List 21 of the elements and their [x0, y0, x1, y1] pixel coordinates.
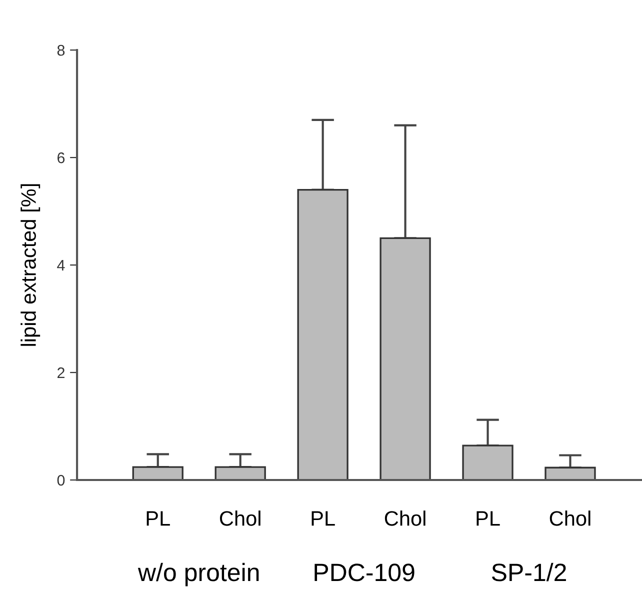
- x-tick-label: Chol: [384, 510, 426, 526]
- y-tick-label: 4: [57, 260, 65, 271]
- bar: [462, 444, 514, 480]
- y-tick-label: 0: [57, 474, 65, 486]
- x-tick-label: Chol: [550, 510, 590, 526]
- bar: [544, 466, 596, 480]
- y-tick-label: 8: [57, 44, 65, 56]
- bar: [132, 466, 184, 480]
- y-tick-label: 6: [58, 152, 65, 164]
- bar: [380, 237, 431, 480]
- bar: [297, 188, 348, 480]
- x-tick-label: Chol: [220, 510, 260, 526]
- text: w/o protein: [138, 562, 259, 586]
- x-tick-label: PL: [312, 511, 335, 526]
- y-tick-label: 2: [58, 367, 64, 378]
- bar: [214, 466, 266, 480]
- text: PDC-109: [314, 564, 414, 582]
- x-tick-label: PL: [146, 511, 170, 526]
- x-tick-label: PL: [476, 511, 500, 526]
- text: SP-1/2: [492, 562, 566, 582]
- y-axis-title: lipid extracted [%]: [20, 184, 40, 346]
